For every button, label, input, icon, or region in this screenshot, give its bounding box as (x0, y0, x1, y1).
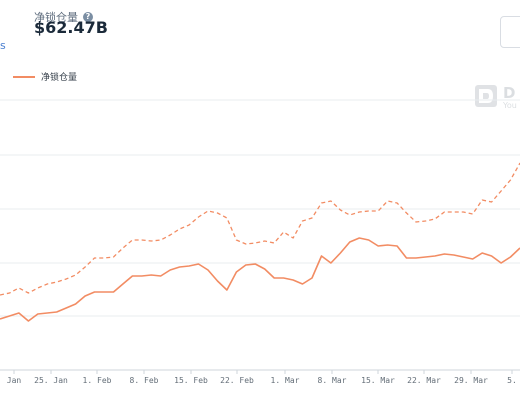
series-line-dashed[interactable] (0, 162, 520, 296)
chart-legend[interactable]: 净锁仓量 (13, 70, 77, 83)
x-tick-label: 15. Feb (174, 376, 208, 385)
x-tick-label: 25. Jan (34, 376, 68, 385)
x-tick-label: 1. Feb (83, 376, 112, 385)
unit-toggle-label[interactable]: s (0, 39, 6, 52)
x-tick-label: 15. Mar (361, 376, 395, 385)
menu-button[interactable] (500, 16, 520, 48)
x-tick-label: 5. (507, 376, 517, 385)
x-tick-label: 22. Feb (220, 376, 254, 385)
tvl-label: 净锁仓量 (34, 11, 78, 24)
series-line-solid[interactable] (0, 237, 520, 322)
tvl-value: $62.47B (34, 18, 108, 37)
logo-icon (475, 85, 497, 107)
x-tick-label: 1. Mar (271, 376, 300, 385)
x-tick-label: Jan (7, 376, 22, 385)
watermark-text: D (503, 84, 516, 102)
x-tick-label: 22. Mar (407, 376, 441, 385)
x-tick-label: 8. Mar (318, 376, 347, 385)
x-tick-label: 29. Mar (454, 376, 488, 385)
help-icon[interactable]: ? (83, 12, 93, 22)
watermark: D You (475, 85, 517, 110)
x-tick-label: 8. Feb (130, 376, 159, 385)
tvl-header: 净锁仓量 ? (34, 9, 93, 25)
legend-swatch (13, 75, 35, 78)
watermark-subtext: You (503, 101, 517, 110)
legend-label: 净锁仓量 (41, 73, 78, 83)
